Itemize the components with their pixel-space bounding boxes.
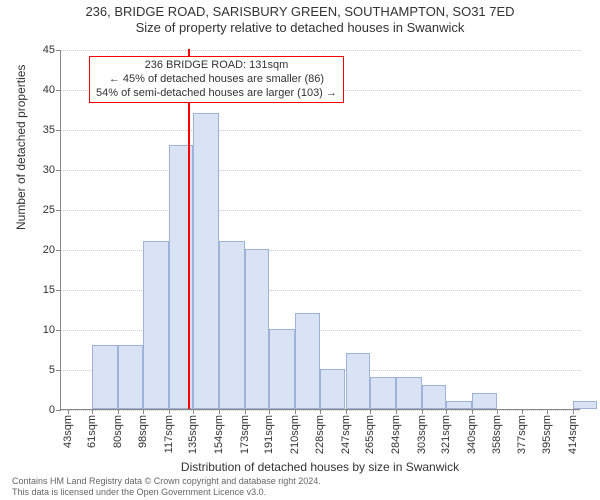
y-tick-mark (56, 370, 61, 371)
y-tick-mark (56, 170, 61, 171)
x-tick-label: 80sqm (112, 409, 124, 448)
histogram-bar (320, 369, 346, 409)
histogram-bar (422, 385, 447, 409)
chart-title-block: 236, BRIDGE ROAD, SARISBURY GREEN, SOUTH… (0, 4, 600, 37)
footer-line-2: This data is licensed under the Open Gov… (12, 487, 321, 497)
x-tick-label: 98sqm (137, 409, 149, 448)
y-tick-mark (56, 50, 61, 51)
gridline (61, 290, 580, 291)
y-axis-label: Number of detached properties (14, 65, 28, 230)
y-tick-mark (56, 210, 61, 211)
histogram-bar (472, 393, 497, 409)
y-tick-label: 0 (49, 404, 55, 416)
x-tick-label: 135sqm (187, 409, 199, 454)
callout-line: ← 45% of detached houses are smaller (86… (96, 73, 337, 87)
x-tick-label: 340sqm (466, 409, 478, 454)
y-tick-label: 25 (43, 204, 55, 216)
histogram-bar (193, 113, 219, 409)
footer-line-1: Contains HM Land Registry data © Crown c… (12, 476, 321, 486)
y-tick-label: 15 (43, 284, 55, 296)
footer-attribution: Contains HM Land Registry data © Crown c… (12, 476, 321, 497)
title-address: 236, BRIDGE ROAD, SARISBURY GREEN, SOUTH… (0, 4, 600, 20)
x-tick-label: 117sqm (163, 409, 175, 453)
x-tick-label: 43sqm (62, 409, 74, 448)
histogram-bar (346, 353, 371, 409)
y-tick-label: 20 (43, 244, 55, 256)
x-tick-label: 414sqm (567, 409, 579, 454)
x-tick-label: 395sqm (541, 409, 553, 454)
x-tick-label: 173sqm (239, 409, 251, 454)
histogram-bar (118, 345, 143, 409)
x-axis-label: Distribution of detached houses by size … (60, 460, 580, 474)
gridline (61, 330, 580, 331)
y-tick-mark (56, 250, 61, 251)
y-tick-mark (56, 290, 61, 291)
y-tick-label: 10 (43, 324, 55, 336)
y-tick-mark (56, 130, 61, 131)
y-tick-mark (56, 410, 61, 411)
y-tick-label: 5 (49, 364, 55, 376)
histogram-bar (573, 401, 598, 409)
histogram-bar (269, 329, 295, 409)
x-tick-label: 321sqm (440, 409, 452, 454)
property-callout: 236 BRIDGE ROAD: 131sqm← 45% of detached… (89, 56, 344, 103)
gridline (61, 210, 580, 211)
gridline (61, 50, 580, 51)
histogram-bar (370, 377, 396, 409)
chart-area: 05101520253035404543sqm61sqm80sqm98sqm11… (60, 50, 580, 410)
x-tick-label: 228sqm (314, 409, 326, 454)
plot-region: 05101520253035404543sqm61sqm80sqm98sqm11… (60, 50, 580, 410)
callout-line: 54% of semi-detached houses are larger (… (96, 87, 337, 101)
y-tick-mark (56, 330, 61, 331)
x-tick-label: 154sqm (213, 409, 225, 454)
title-subtitle: Size of property relative to detached ho… (0, 20, 600, 36)
y-tick-label: 45 (43, 44, 55, 56)
x-tick-label: 377sqm (516, 409, 528, 454)
y-tick-label: 40 (43, 84, 55, 96)
histogram-bar (92, 345, 118, 409)
x-tick-label: 303sqm (416, 409, 428, 454)
histogram-bar (143, 241, 169, 409)
callout-line: 236 BRIDGE ROAD: 131sqm (96, 59, 337, 73)
y-tick-mark (56, 90, 61, 91)
x-tick-label: 191sqm (263, 409, 275, 454)
x-tick-label: 210sqm (289, 409, 301, 454)
histogram-bar (245, 249, 270, 409)
x-tick-label: 358sqm (491, 409, 503, 454)
histogram-bar (396, 377, 422, 409)
y-tick-label: 35 (43, 124, 55, 136)
histogram-bar (219, 241, 245, 409)
histogram-bar (295, 313, 320, 409)
y-tick-label: 30 (43, 164, 55, 176)
x-tick-label: 284sqm (390, 409, 402, 454)
x-tick-label: 61sqm (86, 409, 98, 448)
histogram-bar (446, 401, 472, 409)
gridline (61, 250, 580, 251)
x-tick-label: 265sqm (364, 409, 376, 454)
gridline (61, 170, 580, 171)
gridline (61, 130, 580, 131)
x-tick-label: 247sqm (340, 409, 352, 454)
